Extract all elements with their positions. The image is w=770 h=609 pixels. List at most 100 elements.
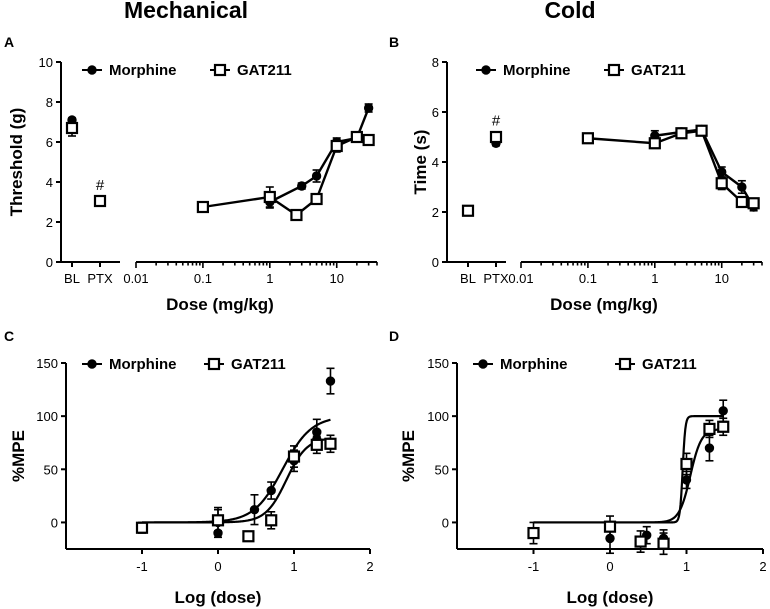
y-tick-label-1: 2 — [432, 205, 439, 220]
data-point-1-4 — [330, 139, 343, 153]
data-point-1-2 — [242, 530, 255, 543]
x-tick-label-2: 1 — [683, 559, 690, 574]
legend-marker-0 — [87, 65, 97, 75]
x-tick-label-2: 1 — [651, 271, 658, 286]
data-point-1-1 — [648, 137, 661, 150]
legend-marker-1 — [213, 63, 227, 77]
y-tick-label-3: 6 — [432, 105, 439, 120]
series-line-1 — [587, 129, 754, 205]
legend-marker-1 — [607, 63, 621, 77]
data-point-1-3 — [310, 192, 323, 206]
data-point-1-5 — [310, 438, 323, 451]
y-axis-title: Threshold (g) — [7, 108, 26, 217]
panel-letter-a: A — [4, 34, 14, 50]
data-point-1-4 — [287, 450, 301, 463]
fit-curve-1 — [533, 428, 724, 524]
series-morphine — [533, 399, 728, 555]
legend-label-1: GAT211 — [642, 356, 697, 373]
data-point-1-5 — [350, 130, 363, 144]
series-morphine — [463, 124, 759, 216]
x-axis-title: Log (dose) — [567, 588, 654, 607]
data-point-1-6 — [747, 197, 760, 210]
y-axis-title: %MPE — [9, 430, 28, 482]
x-category-label-1: PTX — [87, 271, 113, 286]
baseline-point-1-0 — [461, 204, 475, 217]
y-tick-label-0: 0 — [51, 515, 58, 530]
legend-marker-1 — [618, 357, 632, 371]
fit-curve-0 — [533, 415, 724, 524]
x-category-label-0: BL — [460, 271, 476, 286]
x-tick-label-2: 1 — [290, 559, 297, 574]
y-tick-label-0: 0 — [432, 255, 439, 270]
legend-marker-0 — [478, 359, 488, 369]
data-point-0-8 — [325, 376, 336, 386]
legend-label-0: Morphine — [500, 356, 568, 373]
panel-letter-b: B — [389, 34, 399, 50]
x-tick-label-0: -1 — [528, 559, 540, 574]
data-point-0-1 — [297, 181, 307, 191]
y-tick-label-4: 8 — [432, 55, 439, 70]
y-tick-label-1: 50 — [435, 462, 449, 477]
series-line-0 — [269, 107, 370, 204]
significance-annotation: # — [96, 177, 105, 194]
x-tick-label-1: 0 — [214, 559, 221, 574]
y-tick-label-0: 0 — [46, 255, 53, 270]
data-point-0-3 — [249, 504, 260, 515]
panel-letter-c: C — [4, 328, 14, 344]
data-point-1-6 — [362, 133, 375, 147]
x-category-label-1: PTX — [483, 271, 509, 286]
data-point-1-3 — [695, 124, 708, 137]
x-tick-label-0: 0.01 — [123, 271, 148, 286]
y-tick-label-2: 100 — [427, 409, 449, 424]
baseline-point-1-0 — [65, 121, 79, 135]
y-tick-label-2: 4 — [46, 175, 53, 190]
data-point-1-5 — [703, 422, 716, 435]
data-point-1-2 — [290, 208, 303, 222]
x-tick-label-1: 0 — [606, 559, 613, 574]
data-point-1-1 — [263, 190, 276, 204]
data-point-1-5 — [735, 195, 748, 209]
series-morphine — [67, 103, 374, 209]
x-tick-label-3: 10 — [714, 271, 728, 286]
y-tick-label-4: 8 — [46, 95, 53, 110]
data-point-1-0 — [196, 200, 210, 214]
data-point-1-0 — [135, 521, 149, 534]
x-tick-label-1: 0.1 — [579, 271, 597, 286]
legend-label-0: Morphine — [109, 356, 177, 373]
panel-letter-d: D — [389, 328, 399, 344]
x-tick-label-2: 1 — [266, 271, 273, 286]
panel-a-chart: 0 2 4 6 8 10 BL PTX 0.01 0.1 1 10 Dose (mg/kg) Thresh… — [7, 55, 378, 314]
legend-label-1: GAT211 — [231, 356, 286, 373]
y-tick-label-3: 6 — [46, 135, 53, 150]
data-point-1-1 — [603, 520, 617, 533]
fit-curve-1 — [142, 437, 331, 524]
y-tick-label-1: 2 — [46, 215, 53, 230]
series-line-0 — [654, 128, 755, 208]
y-tick-label-5: 10 — [39, 55, 53, 70]
y-tick-label-0: 0 — [442, 515, 449, 530]
fit-curve-0 — [142, 418, 331, 524]
data-point-1-0 — [581, 132, 595, 145]
legend-marker-0 — [481, 65, 491, 75]
series-gat211 — [65, 119, 375, 222]
data-point-0-4 — [704, 443, 715, 453]
y-axis-title: Time (s) — [411, 130, 430, 195]
data-point-0-5 — [718, 406, 728, 416]
y-axis-title: %MPE — [399, 430, 418, 482]
x-tick-label-3: 2 — [366, 559, 373, 574]
series-morphine — [137, 367, 336, 539]
x-tick-label-1: 0.1 — [194, 271, 212, 286]
baseline-point-1-1 — [489, 130, 503, 144]
legend-label-1: GAT211 — [631, 62, 686, 79]
panel-b-chart: 0 2 4 6 8 BL PTX 0.01 0.1 1 10 Dose (mg/kg) Time (s)… — [411, 55, 763, 314]
y-tick-label-2: 4 — [432, 155, 439, 170]
column-title-cold: Cold — [544, 0, 595, 23]
legend-label-0: Morphine — [109, 62, 177, 79]
significance-annotation: # — [492, 112, 501, 129]
data-point-1-3 — [657, 537, 670, 550]
legend-marker-0 — [87, 359, 97, 369]
legend-marker-1 — [207, 357, 221, 371]
x-tick-label-0: 0.01 — [508, 271, 533, 286]
panel-c-chart: 0 50 100 150 -1 0 1 2 Log (dose) %MPE Morphine GAT2… — [9, 356, 374, 607]
y-tick-label-2: 100 — [36, 409, 58, 424]
